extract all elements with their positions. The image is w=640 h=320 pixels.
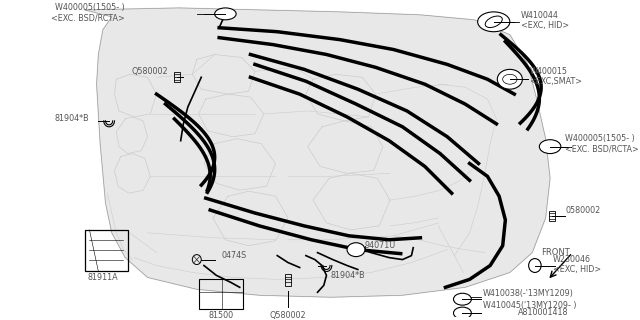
Polygon shape (85, 8, 550, 297)
Bar (85, 230, 128, 271)
Text: 81911A: 81911A (88, 273, 118, 282)
Text: <EXC, HID>: <EXC, HID> (520, 21, 569, 30)
Ellipse shape (497, 69, 522, 89)
Text: W410038(-'13MY1209): W410038(-'13MY1209) (483, 289, 574, 298)
Ellipse shape (477, 12, 510, 32)
Bar (285, 275, 291, 286)
Ellipse shape (540, 140, 561, 154)
Text: 81904*B: 81904*B (331, 271, 365, 280)
Text: W410044: W410044 (520, 11, 559, 20)
Text: W400005(1505- ): W400005(1505- ) (56, 4, 125, 12)
Ellipse shape (454, 307, 472, 319)
Text: 0580002: 0580002 (565, 205, 600, 214)
Text: W400015: W400015 (529, 67, 568, 76)
Text: 0474S: 0474S (222, 251, 247, 260)
Text: W410045('13MY1209- ): W410045('13MY1209- ) (483, 301, 577, 310)
Text: FRONT: FRONT (541, 248, 570, 257)
Text: <EXC,SMAT>: <EXC,SMAT> (529, 77, 582, 86)
Text: <EXC. BSD/RCTA>: <EXC. BSD/RCTA> (565, 144, 639, 153)
Text: Q580002: Q580002 (269, 310, 307, 320)
Ellipse shape (214, 8, 236, 20)
Text: <EXC, HID>: <EXC, HID> (553, 265, 601, 274)
Text: W230046: W230046 (553, 255, 591, 264)
Bar (549, 211, 555, 221)
Text: 94071U: 94071U (365, 241, 396, 250)
Text: W400005(1505- ): W400005(1505- ) (565, 134, 635, 143)
Text: Q580002: Q580002 (132, 67, 168, 76)
Text: 81904*B: 81904*B (55, 114, 90, 124)
Bar (175, 72, 180, 82)
Text: A810001418: A810001418 (518, 308, 569, 316)
Bar (198, 279, 243, 309)
Text: 81500: 81500 (209, 310, 234, 320)
Text: <EXC. BSD/RCTA>: <EXC. BSD/RCTA> (51, 13, 125, 22)
Ellipse shape (347, 243, 365, 257)
Ellipse shape (454, 293, 472, 305)
